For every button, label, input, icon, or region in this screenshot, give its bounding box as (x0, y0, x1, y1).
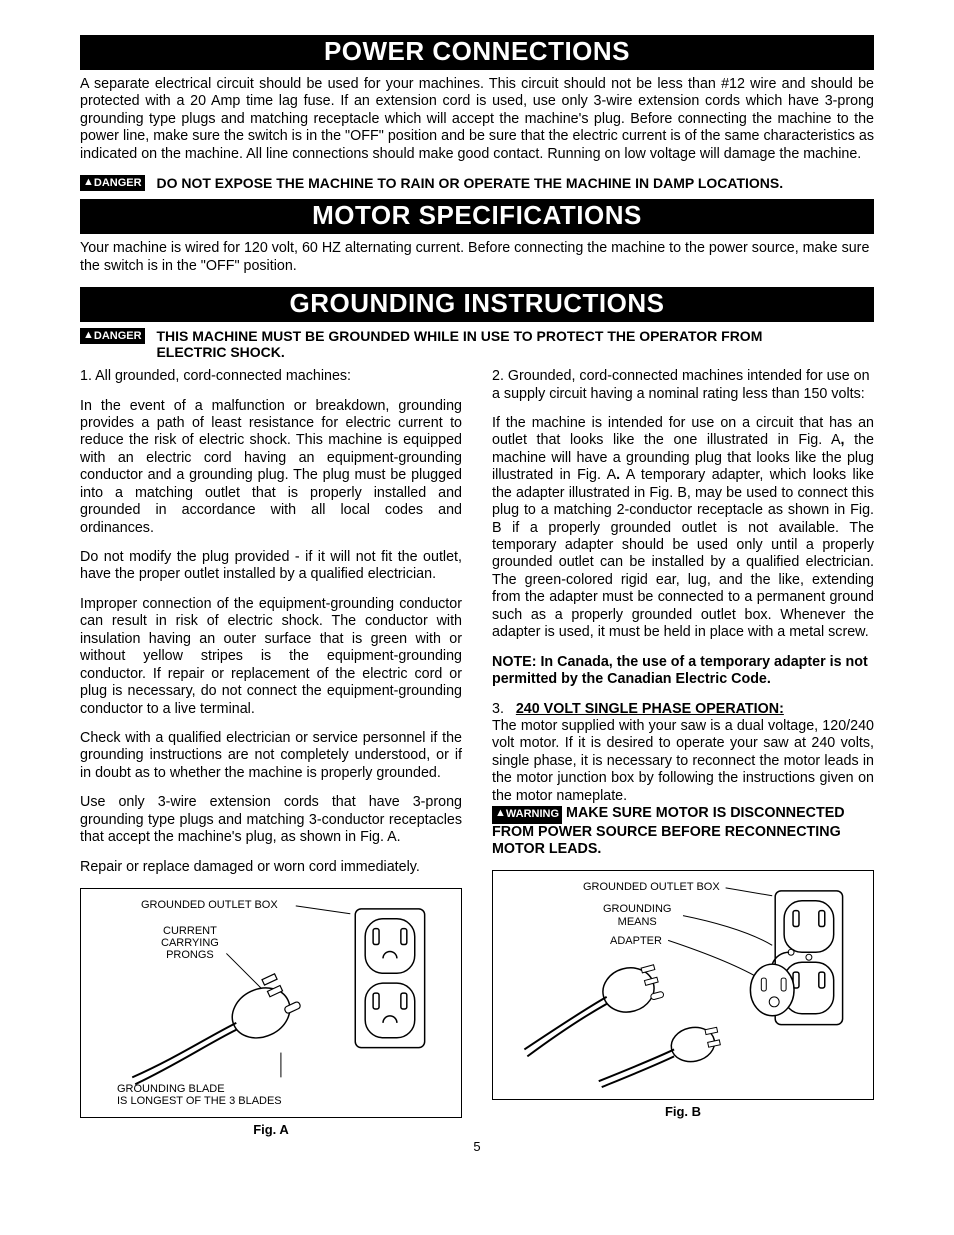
danger-badge: ▲DANGER (80, 175, 145, 191)
danger-badge-2: ▲DANGER (80, 328, 145, 344)
right-p3: The motor supplied with your saw is a du… (492, 718, 874, 805)
figB-svg (493, 871, 873, 1099)
section-banner-power: POWER CONNECTIONS (80, 35, 874, 70)
figure-a: GROUNDED OUTLET BOX CURRENT CARRYING PRO… (80, 888, 462, 1118)
danger-text-grounding: THIS MACHINE MUST BE GROUNDED WHILE IN U… (156, 328, 826, 360)
left-item1: 1. All grounded, cord-connected machines… (80, 368, 462, 385)
left-p6: Repair or replace damaged or worn cord i… (80, 859, 462, 876)
page-number: 5 (80, 1139, 874, 1154)
figB-caption: Fig. B (492, 1104, 874, 1119)
figA-svg (81, 889, 461, 1117)
right-note: NOTE: In Canada, the use of a temporary … (492, 654, 874, 689)
left-p3: Improper connection of the equipment-gro… (80, 596, 462, 718)
section-banner-grounding: GROUNDING INSTRUCTIONS (80, 287, 874, 322)
left-p2: Do not modify the plug provided - if it … (80, 549, 462, 584)
right-p2: If the machine is intended for use on a … (492, 415, 874, 642)
motor-para1: Your machine is wired for 120 volt, 60 H… (80, 240, 874, 275)
right-p1: 2. Grounded, cord-connected machines int… (492, 368, 874, 403)
figure-b: GROUNDED OUTLET BOX GROUNDING MEANS ADAP… (492, 870, 874, 1100)
figA-caption: Fig. A (80, 1122, 462, 1137)
warning-badge: ▲WARNING (492, 806, 562, 823)
section-banner-motor: MOTOR SPECIFICATIONS (80, 199, 874, 234)
danger-text-power: DO NOT EXPOSE THE MACHINE TO RAIN OR OPE… (156, 175, 783, 191)
left-p1: In the event of a malfunction or breakdo… (80, 398, 462, 538)
left-p5: Use only 3-wire extension cords that hav… (80, 794, 462, 846)
power-para1: A separate electrical circuit should be … (80, 76, 874, 163)
right-item3-title: 240 VOLT SINGLE PHASE OPERATION: (516, 701, 784, 717)
right-item3-num: 3. (492, 701, 504, 717)
left-p4: Check with a qualified electrician or se… (80, 730, 462, 782)
